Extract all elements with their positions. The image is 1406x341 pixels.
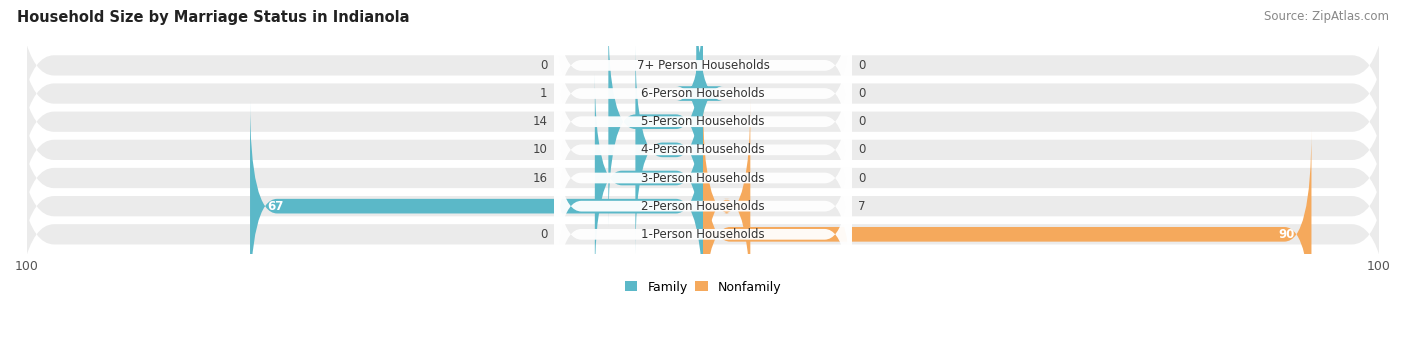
Text: 0: 0 (859, 115, 866, 128)
Text: 0: 0 (540, 228, 547, 241)
Text: 0: 0 (859, 172, 866, 184)
Text: 0: 0 (859, 143, 866, 157)
Text: 2-Person Households: 2-Person Households (641, 200, 765, 213)
Text: 0: 0 (859, 59, 866, 72)
Text: 16: 16 (533, 172, 547, 184)
Text: 10: 10 (533, 143, 547, 157)
Text: 0: 0 (859, 87, 866, 100)
FancyBboxPatch shape (554, 71, 852, 285)
FancyBboxPatch shape (636, 45, 703, 255)
FancyBboxPatch shape (703, 101, 751, 311)
Text: 5-Person Households: 5-Person Households (641, 115, 765, 128)
Text: 1: 1 (540, 87, 547, 100)
FancyBboxPatch shape (14, 0, 1392, 281)
Text: 3-Person Households: 3-Person Households (641, 172, 765, 184)
Text: 67: 67 (267, 200, 284, 213)
FancyBboxPatch shape (554, 0, 852, 201)
FancyBboxPatch shape (14, 0, 1392, 224)
Text: 1-Person Households: 1-Person Households (641, 228, 765, 241)
FancyBboxPatch shape (554, 127, 852, 341)
FancyBboxPatch shape (554, 0, 852, 173)
Text: 6-Person Households: 6-Person Households (641, 87, 765, 100)
FancyBboxPatch shape (14, 76, 1392, 341)
FancyBboxPatch shape (14, 19, 1392, 337)
FancyBboxPatch shape (14, 47, 1392, 341)
Text: 90: 90 (1278, 228, 1295, 241)
Text: 7: 7 (859, 200, 866, 213)
FancyBboxPatch shape (554, 99, 852, 313)
Text: Household Size by Marriage Status in Indianola: Household Size by Marriage Status in Ind… (17, 10, 409, 25)
FancyBboxPatch shape (609, 16, 703, 227)
FancyBboxPatch shape (14, 0, 1392, 309)
Text: 4-Person Households: 4-Person Households (641, 143, 765, 157)
Text: Source: ZipAtlas.com: Source: ZipAtlas.com (1264, 10, 1389, 23)
Text: 7+ Person Households: 7+ Person Households (637, 59, 769, 72)
FancyBboxPatch shape (14, 0, 1392, 252)
FancyBboxPatch shape (554, 14, 852, 229)
FancyBboxPatch shape (250, 101, 703, 311)
Text: 0: 0 (540, 59, 547, 72)
FancyBboxPatch shape (595, 73, 703, 283)
FancyBboxPatch shape (676, 0, 723, 199)
FancyBboxPatch shape (554, 43, 852, 257)
FancyBboxPatch shape (703, 129, 1312, 340)
Legend: Family, Nonfamily: Family, Nonfamily (624, 281, 782, 294)
Text: 14: 14 (533, 115, 547, 128)
